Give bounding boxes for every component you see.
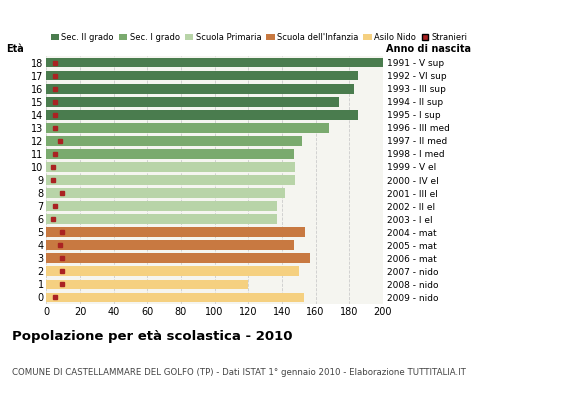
Bar bbox=[46, 201, 277, 211]
Text: COMUNE DI CASTELLAMMARE DEL GOLFO (TP) - Dati ISTAT 1° gennaio 2010 - Elaborazio: COMUNE DI CASTELLAMMARE DEL GOLFO (TP) -… bbox=[12, 368, 466, 377]
Bar bbox=[46, 227, 306, 237]
Bar bbox=[46, 136, 302, 146]
Bar bbox=[46, 123, 329, 133]
Bar bbox=[46, 292, 304, 302]
Bar bbox=[46, 71, 357, 80]
Bar bbox=[46, 214, 277, 224]
Text: Età: Età bbox=[6, 44, 24, 54]
Bar bbox=[46, 175, 295, 185]
Legend: Sec. II grado, Sec. I grado, Scuola Primaria, Scuola dell'Infanzia, Asilo Nido, : Sec. II grado, Sec. I grado, Scuola Prim… bbox=[50, 33, 468, 42]
Bar bbox=[46, 266, 299, 276]
Bar bbox=[46, 188, 285, 198]
Bar bbox=[46, 110, 357, 120]
Bar bbox=[46, 149, 293, 159]
Bar bbox=[46, 58, 383, 68]
Bar bbox=[46, 84, 354, 94]
Bar bbox=[46, 254, 310, 263]
Bar bbox=[46, 280, 248, 289]
Text: Popolazione per età scolastica - 2010: Popolazione per età scolastica - 2010 bbox=[12, 330, 292, 343]
Bar bbox=[46, 240, 293, 250]
Bar bbox=[46, 162, 295, 172]
Bar bbox=[46, 97, 339, 106]
Text: Anno di nascita: Anno di nascita bbox=[386, 44, 471, 54]
